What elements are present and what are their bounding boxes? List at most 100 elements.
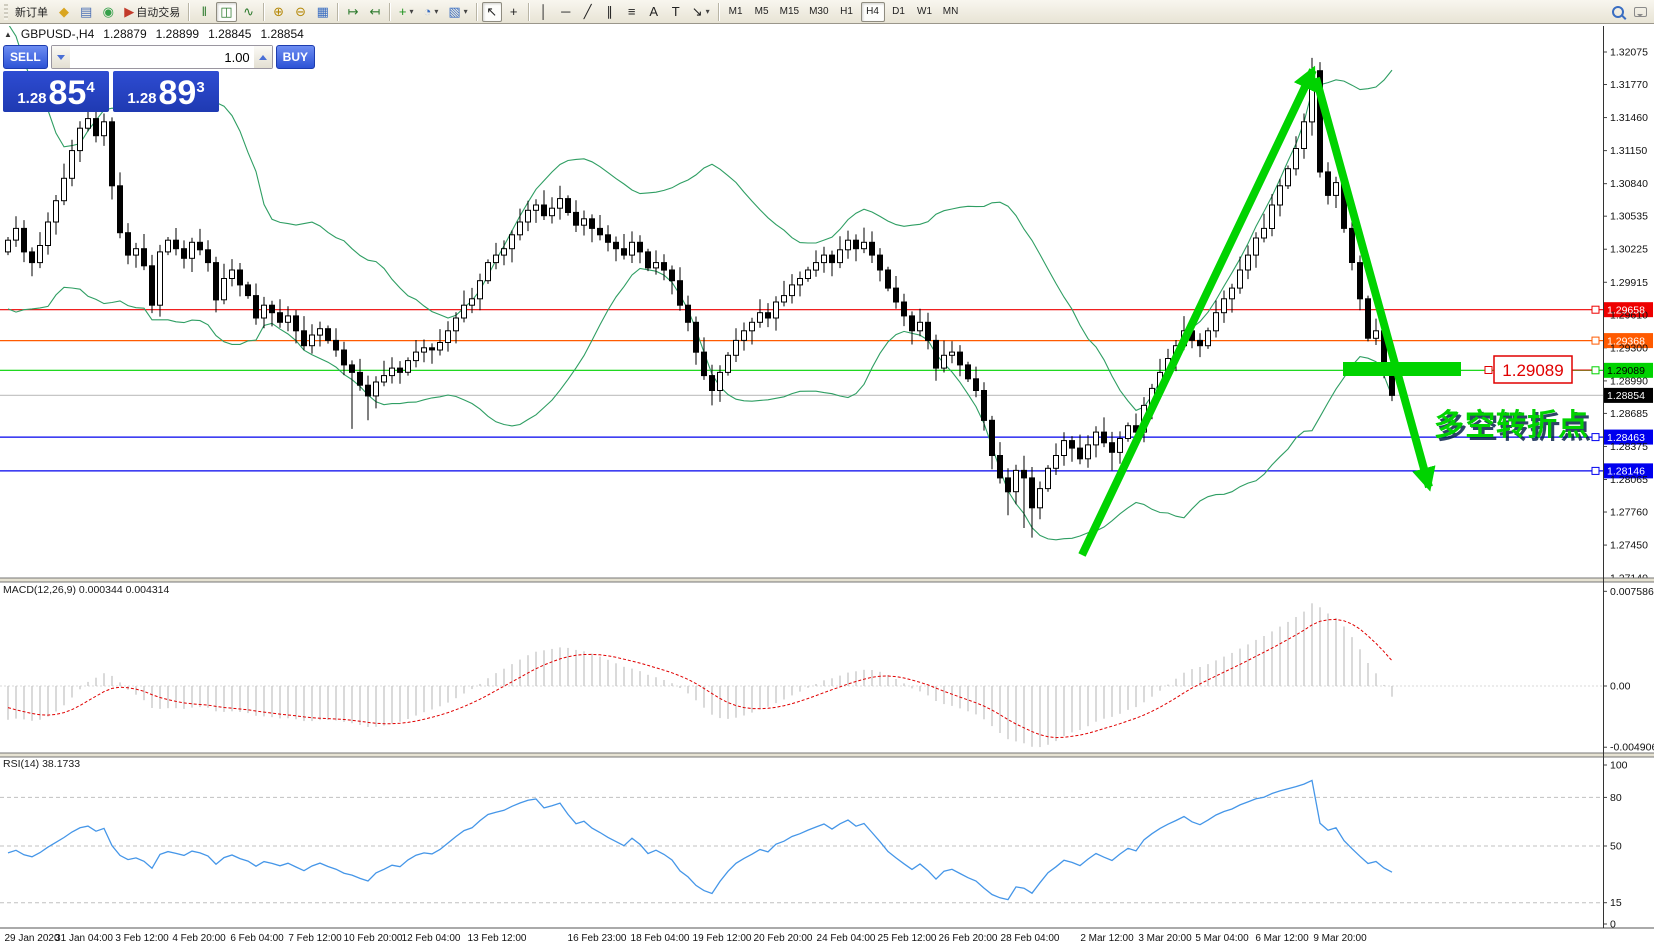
price-callout-box[interactable] bbox=[1493, 355, 1573, 384]
crosshair-button[interactable]: + bbox=[504, 2, 524, 22]
candle bbox=[1069, 440, 1075, 449]
price-tick: 1.31460 bbox=[1610, 112, 1648, 124]
candle bbox=[805, 269, 811, 279]
trend-down-arrow[interactable] bbox=[1312, 76, 1436, 492]
candle bbox=[61, 177, 67, 202]
volume-input[interactable] bbox=[69, 46, 254, 68]
candle bbox=[693, 321, 699, 353]
level-highlight-bar[interactable] bbox=[1343, 362, 1461, 376]
candle bbox=[1285, 168, 1291, 187]
zoom-out-icon: ⊖ bbox=[295, 4, 307, 19]
candle bbox=[85, 118, 91, 129]
candle bbox=[821, 254, 827, 264]
price-axis[interactable] bbox=[1603, 24, 1654, 930]
candle bbox=[573, 211, 579, 226]
level-handle[interactable] bbox=[1591, 305, 1600, 314]
svg-text:80: 80 bbox=[1610, 792, 1622, 804]
timeframe-m30-button[interactable]: M30 bbox=[805, 2, 832, 22]
text-label-button[interactable]: T bbox=[666, 2, 686, 22]
timeframe-h4-button[interactable]: H4 bbox=[860, 1, 885, 22]
crosshair-icon: + bbox=[509, 4, 518, 19]
bar-chart-button[interactable]: ‖ bbox=[194, 2, 214, 22]
periods-button[interactable]: ◔ ▾ bbox=[420, 2, 443, 22]
annotations[interactable] bbox=[1078, 65, 1592, 557]
chevron-down-icon: ▾ bbox=[463, 7, 468, 16]
price-tick: 1.27450 bbox=[1610, 540, 1648, 552]
trend-up-arrow[interactable] bbox=[1078, 65, 1317, 557]
new-order-button[interactable]: 新订单 bbox=[11, 2, 52, 22]
volume-increase-button[interactable] bbox=[253, 46, 272, 68]
chart-shift-button[interactable]: ↤ bbox=[365, 2, 385, 22]
buy-button[interactable]: BUY bbox=[275, 45, 316, 69]
sell-button[interactable]: SELL bbox=[3, 45, 48, 69]
turning-point-annotation[interactable]: 多空转折点 bbox=[1434, 409, 1589, 442]
level-price-label: 1.29089 bbox=[1607, 365, 1645, 377]
level-handle[interactable] bbox=[1591, 366, 1600, 375]
auto-scroll-button[interactable]: ↦ bbox=[343, 2, 363, 22]
zoom-out-button[interactable]: ⊖ bbox=[291, 2, 311, 22]
timeframe-d1-button[interactable]: D1 bbox=[887, 2, 911, 22]
candle bbox=[565, 198, 571, 214]
level-handle[interactable] bbox=[1591, 336, 1600, 345]
templates-button[interactable]: ▧ ▾ bbox=[444, 2, 471, 22]
candle bbox=[949, 351, 955, 356]
candle bbox=[853, 239, 859, 250]
vertical-line-button[interactable]: │ bbox=[534, 2, 554, 22]
marketwatch-icon-button[interactable]: ◆ bbox=[54, 2, 74, 22]
candlestick-chart-icon: ◫ bbox=[220, 4, 233, 19]
arrows-icon: ↘ bbox=[691, 4, 703, 19]
candle bbox=[1301, 121, 1307, 150]
candle bbox=[1237, 269, 1243, 289]
data-window-icon-button[interactable]: ▤ bbox=[76, 2, 96, 22]
candle bbox=[493, 254, 499, 264]
candle bbox=[1261, 227, 1267, 239]
candle bbox=[581, 218, 587, 226]
chat-icon bbox=[1634, 6, 1647, 17]
fibonacci-button[interactable]: ≡ bbox=[622, 2, 642, 22]
volume-decrease-button[interactable] bbox=[51, 46, 70, 68]
vertical-line-icon: │ bbox=[539, 4, 548, 19]
timeframe-w1-button[interactable]: W1 bbox=[913, 2, 937, 22]
horizontal-levels[interactable] bbox=[0, 305, 1603, 475]
cursor-button[interactable]: ↖ bbox=[481, 1, 502, 22]
autotrading-button[interactable]: ▶ 自动交易 bbox=[120, 2, 184, 22]
text-button[interactable]: A bbox=[644, 2, 664, 22]
trendline-button[interactable]: ╱ bbox=[578, 2, 598, 22]
buy-price-display[interactable]: 1.28 89 3 bbox=[113, 71, 219, 112]
zoom-in-button[interactable]: ⊕ bbox=[269, 2, 289, 22]
time-tick: 26 Feb 20:00 bbox=[939, 933, 998, 944]
time-tick: 10 Feb 20:00 bbox=[344, 933, 403, 944]
sell-price-display[interactable]: 1.28 85 4 bbox=[3, 71, 109, 112]
level-handle[interactable] bbox=[1591, 466, 1600, 475]
channel-button[interactable]: ∥ bbox=[600, 2, 620, 22]
time-axis[interactable] bbox=[0, 930, 1603, 947]
svg-text:0.007586: 0.007586 bbox=[1610, 586, 1654, 598]
timeframe-m15-button[interactable]: M15 bbox=[776, 2, 803, 22]
candle bbox=[541, 204, 547, 217]
navigator-icon-button[interactable]: ◉ bbox=[98, 2, 118, 22]
candlestick-chart-button[interactable]: ◫ bbox=[216, 1, 237, 22]
collapse-icon[interactable]: ▲ bbox=[4, 29, 12, 39]
timeframe-m1-button[interactable]: M1 bbox=[724, 2, 748, 22]
indicators-button[interactable]: + ▾ bbox=[395, 2, 418, 22]
timeframe-m5-button[interactable]: M5 bbox=[750, 2, 774, 22]
timeframe-h1-button[interactable]: H1 bbox=[835, 2, 859, 22]
line-chart-button[interactable]: ∿ bbox=[239, 2, 259, 22]
high-value: 1.28899 bbox=[155, 27, 200, 41]
candle bbox=[605, 234, 611, 243]
price-tick: 1.28990 bbox=[1610, 375, 1648, 387]
arrows-button[interactable]: ↘ ▾ bbox=[688, 2, 714, 22]
candle bbox=[629, 241, 635, 256]
price-tick: 1.32075 bbox=[1610, 47, 1648, 59]
timeframe-mn-button[interactable]: MN bbox=[939, 2, 963, 22]
horizontal-line-button[interactable]: ─ bbox=[556, 2, 576, 22]
search-button[interactable] bbox=[1608, 2, 1628, 22]
candle bbox=[877, 254, 883, 271]
chat-button[interactable] bbox=[1630, 2, 1651, 22]
tile-windows-button[interactable]: ▦ bbox=[313, 2, 333, 22]
level-handle[interactable] bbox=[1591, 433, 1600, 442]
fibonacci-icon: ≡ bbox=[627, 4, 636, 19]
navigator-icon-icon: ◉ bbox=[102, 4, 114, 19]
candle bbox=[677, 280, 683, 306]
